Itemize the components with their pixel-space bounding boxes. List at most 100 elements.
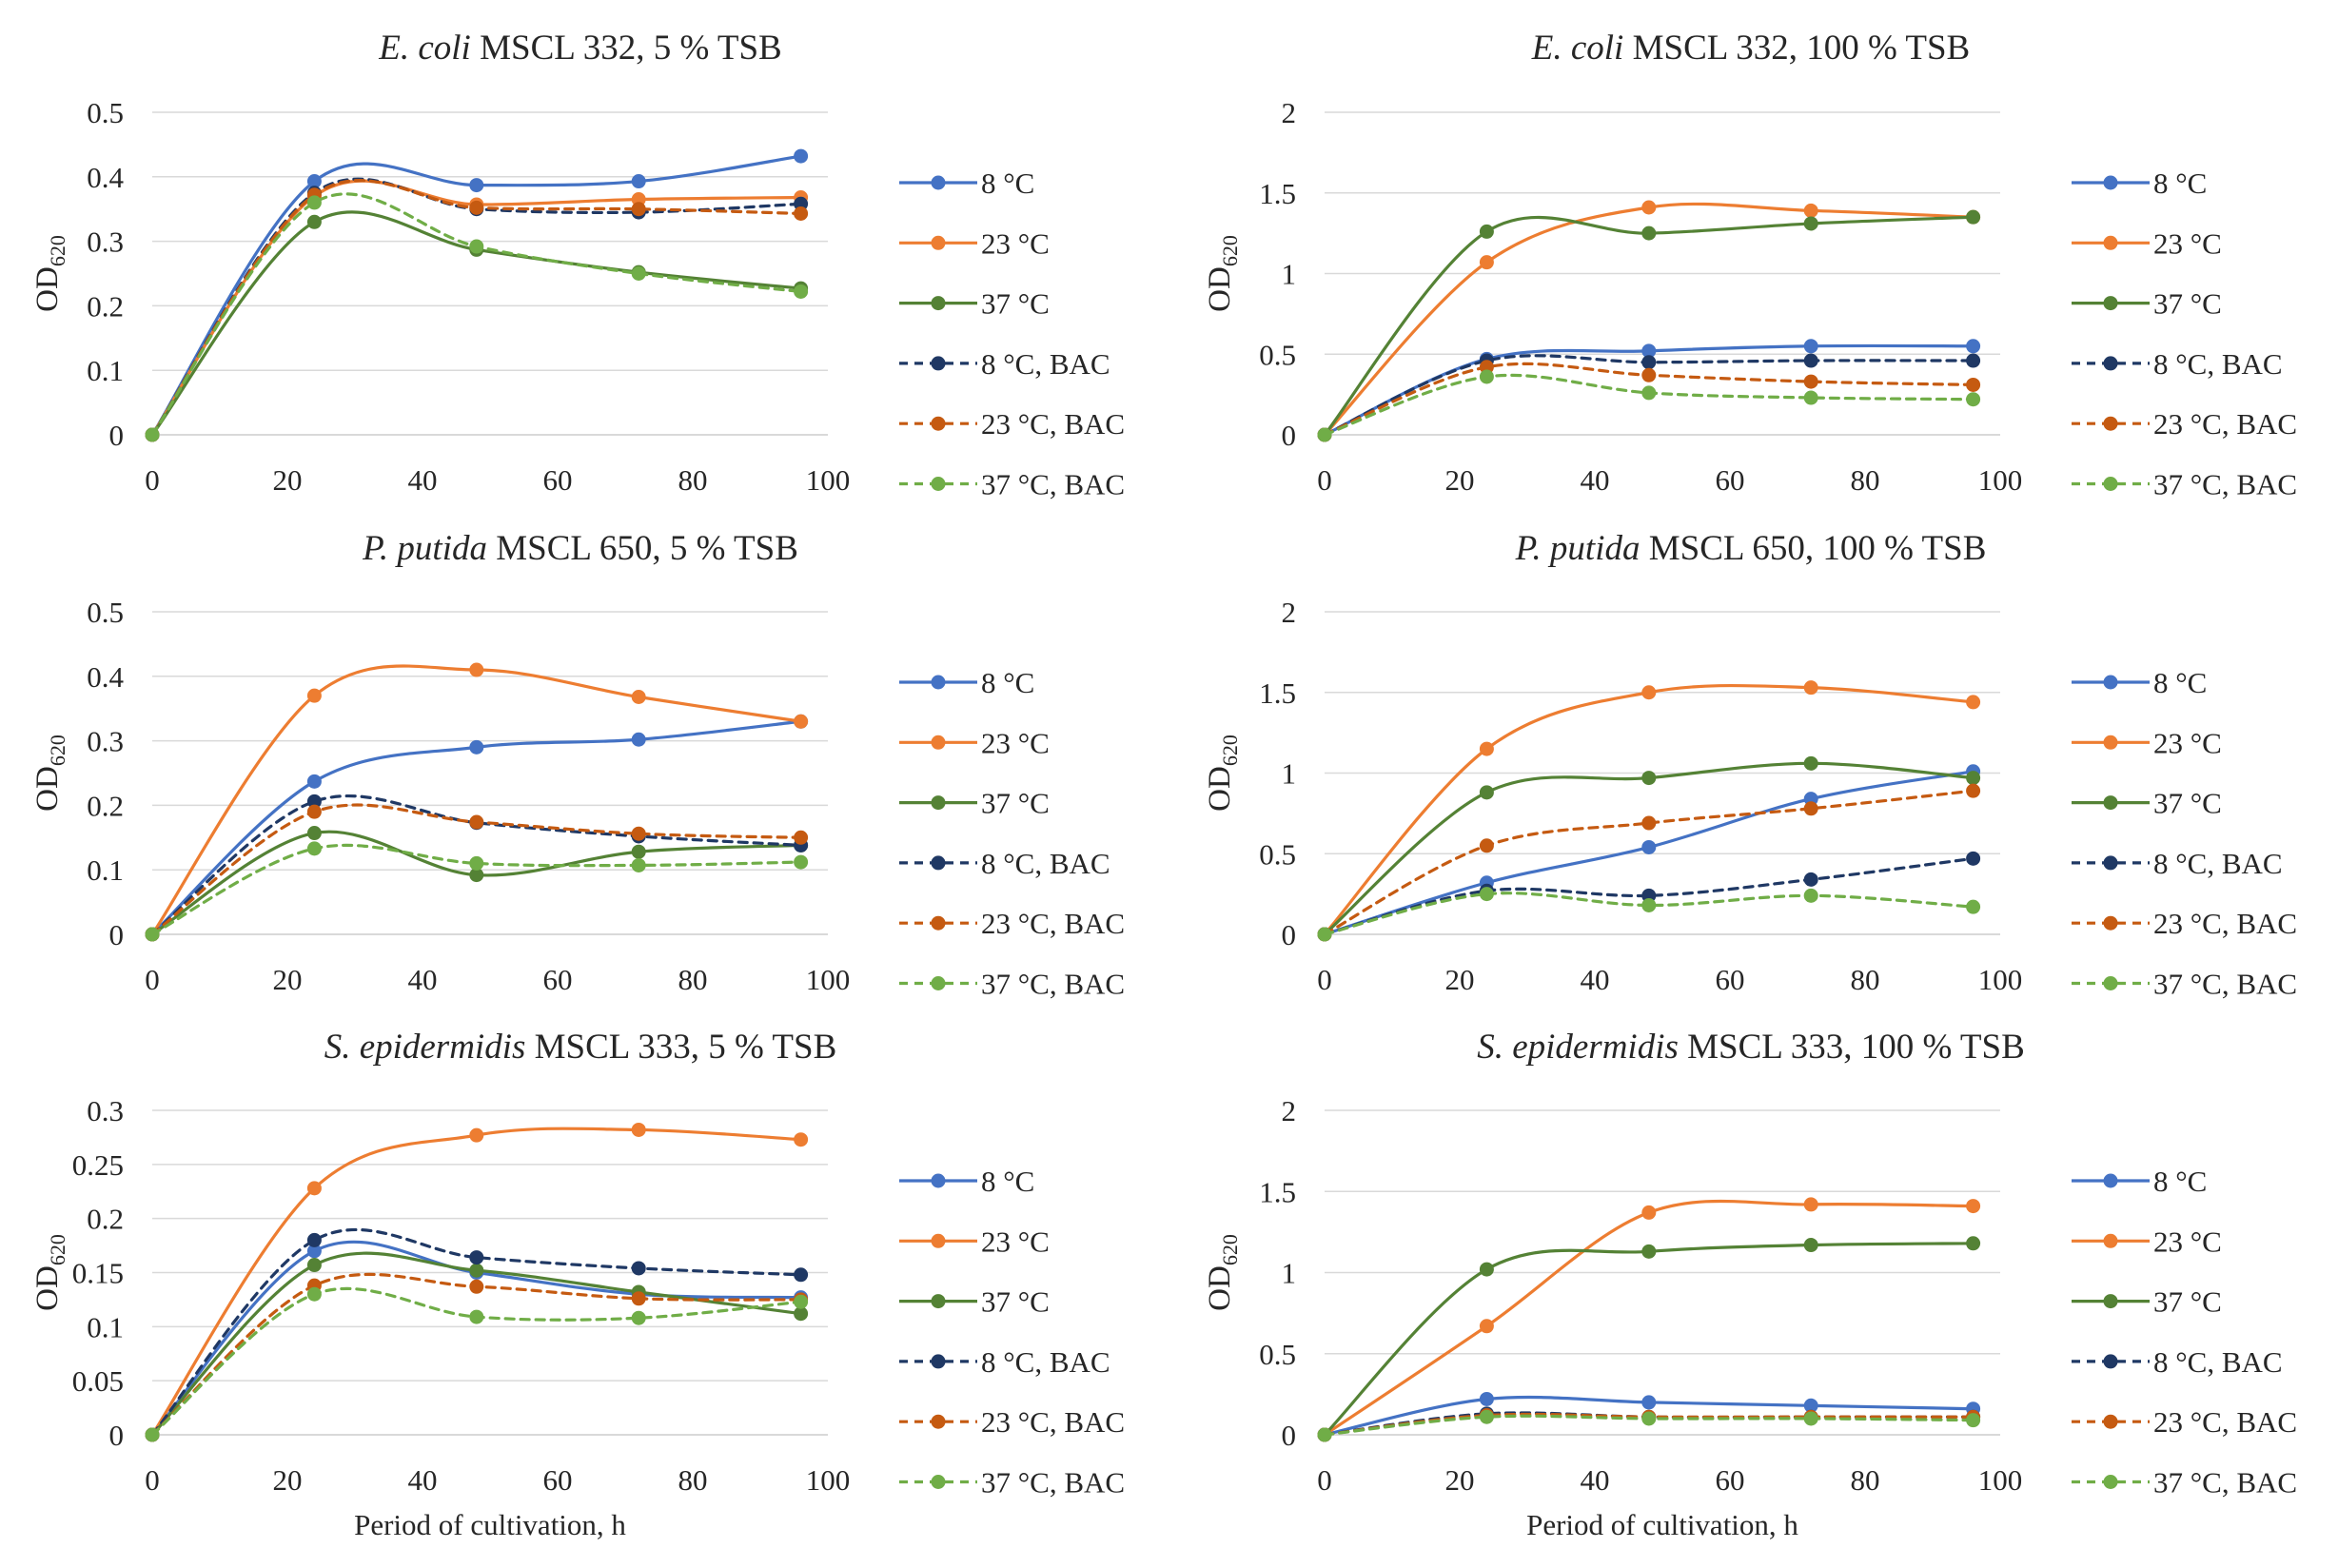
legend-label: 23 °C, BAC bbox=[981, 1405, 1125, 1439]
y-axis-label: OD620 bbox=[30, 735, 69, 812]
y-tick-label: 2 bbox=[1282, 596, 1297, 629]
x-tick-label: 100 bbox=[806, 463, 851, 497]
legend-item: 37 °C, BAC bbox=[2072, 1466, 2297, 1499]
data-point bbox=[1803, 1411, 1818, 1426]
data-point bbox=[306, 841, 322, 856]
chart-title: S. epidermidis MSCL 333, 5 % TSB bbox=[324, 1028, 837, 1067]
data-point bbox=[1966, 1413, 1981, 1428]
y-tick-label: 0.1 bbox=[87, 1310, 124, 1343]
chart-title: P. putida MSCL 650, 5 % TSB bbox=[362, 529, 798, 568]
data-point bbox=[1966, 783, 1981, 798]
data-point bbox=[306, 826, 322, 841]
data-point bbox=[306, 804, 322, 819]
data-point bbox=[1479, 1319, 1494, 1334]
series-23-c-bac bbox=[1317, 783, 1981, 942]
x-tick-label: 80 bbox=[1851, 463, 1880, 497]
data-point bbox=[306, 1181, 322, 1196]
legend-label: 37 °C bbox=[2153, 287, 2222, 321]
chart-title: E. coli MSCL 332, 5 % TSB bbox=[378, 29, 782, 68]
series-line bbox=[150, 192, 803, 437]
legend-label: 23 °C, BAC bbox=[981, 907, 1125, 940]
data-point bbox=[1479, 1391, 1494, 1406]
chart-panel-6: S. epidermidis MSCL 333, 100 % TSB 0 0.5 1 1… bbox=[1203, 1028, 2297, 1541]
data-point bbox=[469, 739, 484, 755]
series-23-c bbox=[145, 662, 809, 942]
data-point bbox=[631, 1261, 646, 1276]
data-point bbox=[1479, 369, 1494, 384]
legend-swatch-marker bbox=[2103, 1294, 2118, 1309]
legend-label: 23 °C, BAC bbox=[2153, 907, 2297, 940]
legend-label: 37 °C, BAC bbox=[981, 1466, 1125, 1499]
data-point bbox=[1803, 216, 1818, 231]
data-point bbox=[1641, 771, 1657, 786]
legend-item: 8 °C, BAC bbox=[899, 347, 1110, 381]
y-tick-label: 0.2 bbox=[87, 789, 124, 822]
legend-label: 23 °C bbox=[981, 726, 1050, 759]
x-axis-label: Period of cultivation, h bbox=[1526, 1508, 1798, 1541]
series-8-c bbox=[145, 148, 809, 442]
legend-swatch-marker bbox=[2103, 356, 2118, 371]
series-37-c-bac bbox=[145, 192, 809, 442]
chart-title: P. putida MSCL 650, 100 % TSB bbox=[1515, 529, 1987, 568]
series-8-c-bac bbox=[145, 177, 809, 442]
legend-label: 37 °C bbox=[981, 787, 1050, 820]
legend-swatch-marker bbox=[931, 477, 946, 491]
legend: 8 °C 23 °C 37 °C 8 °C, BAC 23 °C, BAC 37 °C, … bbox=[2072, 167, 2297, 501]
data-point bbox=[1641, 1411, 1657, 1426]
data-point bbox=[1966, 899, 1981, 914]
y-tick-label: 2 bbox=[1282, 1094, 1297, 1127]
x-tick-label: 20 bbox=[273, 463, 303, 497]
legend-item: 8 °C, BAC bbox=[2072, 1345, 2283, 1379]
data-point bbox=[631, 174, 646, 189]
legend-swatch-marker bbox=[2103, 735, 2118, 750]
data-point bbox=[794, 1306, 809, 1322]
y-tick-label: 0.05 bbox=[72, 1364, 124, 1398]
legend-swatch-marker bbox=[2103, 675, 2118, 690]
y-tick-label: 0.2 bbox=[87, 1203, 124, 1236]
chart-title-condition: MSCL 333, 5 % TSB bbox=[525, 1028, 836, 1067]
series-line bbox=[150, 210, 803, 437]
y-tick-label: 1.5 bbox=[1259, 1175, 1296, 1208]
legend-item: 37 °C bbox=[899, 787, 1050, 820]
data-point bbox=[306, 774, 322, 789]
data-point bbox=[469, 1263, 484, 1278]
data-point bbox=[1803, 755, 1818, 771]
data-point bbox=[1641, 1395, 1657, 1410]
data-point bbox=[145, 1427, 160, 1442]
legend-item: 37 °C, BAC bbox=[2072, 468, 2297, 501]
data-point bbox=[1641, 815, 1657, 831]
y-tick-label: 1 bbox=[1282, 757, 1297, 791]
x-tick-label: 40 bbox=[408, 963, 438, 996]
x-axis-label: Period of cultivation, h bbox=[354, 1508, 626, 1541]
series-37-c-bac bbox=[145, 841, 809, 942]
data-point bbox=[631, 266, 646, 281]
y-tick-label: 0 bbox=[1282, 918, 1297, 951]
legend-item: 37 °C bbox=[2072, 287, 2222, 321]
legend: 8 °C 23 °C 37 °C 8 °C, BAC 23 °C, BAC 37 °C, … bbox=[2072, 1165, 2297, 1499]
y-tick-label: 0.4 bbox=[87, 161, 124, 194]
data-point bbox=[306, 1286, 322, 1302]
series-line bbox=[150, 830, 803, 936]
x-tick-label: 100 bbox=[1978, 963, 2023, 996]
series-37-c-bac bbox=[145, 1286, 809, 1442]
data-point bbox=[1803, 1398, 1818, 1413]
data-point bbox=[1641, 839, 1657, 854]
legend-item: 23 °C bbox=[2072, 726, 2222, 759]
legend-item: 8 °C, BAC bbox=[2072, 847, 2283, 880]
legend-label: 37 °C bbox=[2153, 787, 2222, 820]
data-point bbox=[469, 814, 484, 830]
chart-title-organism: E. coli bbox=[1531, 29, 1624, 68]
legend-swatch-marker bbox=[2103, 795, 2118, 811]
data-point bbox=[1966, 209, 1981, 225]
legend-item: 37 °C bbox=[2072, 787, 2222, 820]
y-axis-label: OD620 bbox=[1203, 235, 1242, 312]
data-point bbox=[1966, 1199, 1981, 1214]
legend-swatch-marker bbox=[2103, 976, 2118, 990]
x-tick-label: 0 bbox=[1317, 463, 1332, 497]
data-point bbox=[1479, 255, 1494, 270]
series-line bbox=[150, 1272, 803, 1437]
data-point bbox=[1479, 785, 1494, 800]
legend: 8 °C 23 °C 37 °C 8 °C, BAC 23 °C, BAC 37 °C, … bbox=[899, 1165, 1125, 1499]
data-point bbox=[1641, 343, 1657, 359]
